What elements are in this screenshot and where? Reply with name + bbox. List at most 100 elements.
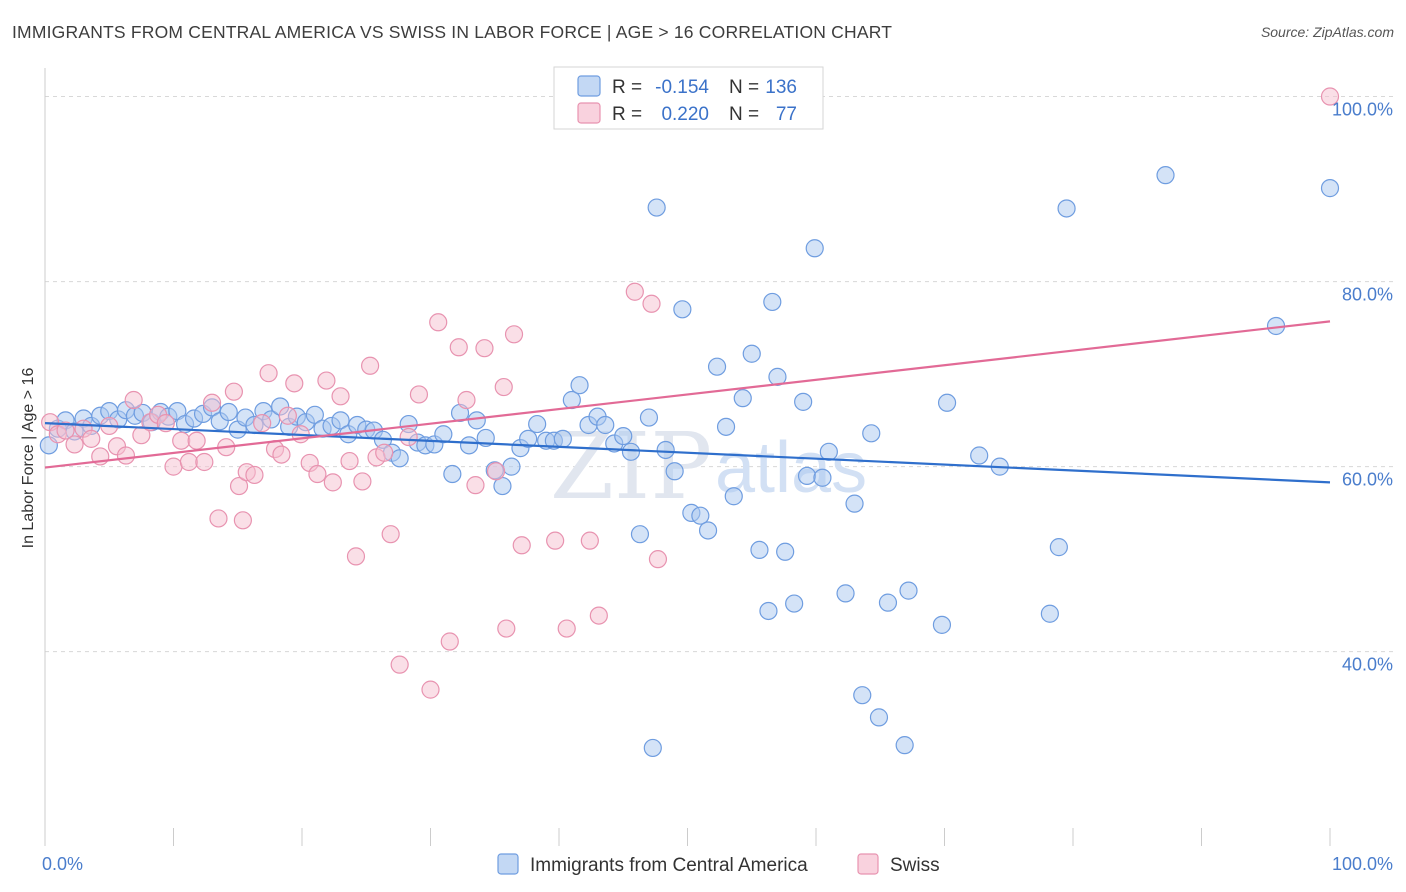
legend-n-value-1: 136 (765, 77, 797, 98)
y-tick-label-60: 60.0% (1342, 470, 1393, 490)
bottom-legend-label-central-america: Immigrants from Central America (530, 855, 808, 876)
central-america-point-67 (614, 426, 633, 446)
series-central-america-points (39, 166, 1340, 758)
series-swiss-points (41, 87, 1340, 699)
central-america-point-90 (794, 392, 813, 411)
central-america-point-108 (1049, 538, 1068, 557)
central-america-point-104 (937, 393, 957, 412)
swiss-point-51 (429, 313, 448, 332)
x-axis-ticks (44, 828, 1331, 846)
central-america-point-98 (862, 424, 881, 443)
swiss-point-31 (272, 445, 291, 464)
central-america-point-79 (707, 357, 727, 376)
central-america-point-70 (639, 408, 659, 427)
legend-n-label-2: N = (729, 104, 759, 125)
central-america-point-80 (716, 417, 736, 436)
swiss-point-25 (233, 511, 252, 530)
swiss-point-66 (625, 282, 644, 301)
y-tick-label-40: 40.0% (1342, 655, 1393, 675)
y-tick-label-100: 100.0% (1332, 100, 1393, 120)
central-america-point-84 (750, 540, 769, 560)
y-tick-label-80: 80.0% (1342, 285, 1393, 305)
central-america-point-60 (553, 429, 572, 448)
swiss-point-5 (82, 429, 101, 448)
central-america-point-69 (630, 525, 650, 544)
central-america-point-54 (502, 457, 521, 476)
legend-r-value-2: 0.220 (661, 104, 709, 125)
central-america-point-83 (742, 344, 761, 363)
swiss-point-45 (375, 443, 394, 462)
central-america-point-107 (1040, 604, 1059, 623)
swiss-point-62 (546, 531, 565, 550)
central-america-point-93 (813, 468, 832, 487)
central-america-point-34 (331, 411, 350, 430)
swiss-point-64 (580, 531, 599, 550)
swiss-point-68 (648, 550, 668, 569)
swiss-point-3 (65, 435, 84, 454)
swiss-point-56 (475, 339, 494, 358)
swiss-point-21 (209, 509, 228, 528)
swiss-point-28 (253, 414, 272, 433)
swiss-point-46 (381, 525, 400, 544)
swiss-point-2 (56, 421, 75, 440)
swiss-point-42 (353, 472, 372, 491)
swiss-point-60 (504, 325, 524, 344)
swiss-point-10 (124, 390, 143, 410)
bottom-legend-label-swiss: Swiss (890, 855, 940, 876)
stats-legend: R = -0.154 N = 136 R = 0.220 N = 77 (553, 66, 824, 130)
swiss-point-19 (195, 452, 214, 472)
swiss-point-32 (278, 406, 297, 425)
central-america-point-95 (836, 584, 855, 603)
legend-n-label-1: N = (729, 77, 759, 98)
central-america-point-73 (656, 440, 675, 460)
central-america-point-101 (895, 736, 914, 755)
swiss-point-61 (512, 536, 531, 555)
swiss-point-48 (399, 427, 418, 447)
chart-title: IMMIGRANTS FROM CENTRAL AMERICA VS SWISS… (12, 22, 893, 42)
central-america-point-31 (305, 405, 324, 424)
legend-r-label-2: R = (612, 104, 642, 125)
central-america-point-68 (621, 442, 641, 461)
central-america-point-110 (1156, 166, 1175, 185)
x-tick-label-min: 0.0% (42, 854, 83, 874)
central-america-point-21 (219, 402, 238, 422)
gridlines (45, 96, 1393, 653)
trend-line-central-america (44, 422, 1331, 484)
y-tick-labels: 40.0% 60.0% 80.0% 100.0% (1332, 100, 1393, 675)
swiss-point-36 (308, 464, 327, 484)
swiss-point-50 (421, 680, 440, 699)
swiss-point-67 (642, 294, 661, 313)
central-america-point-56 (519, 429, 538, 448)
swiss-point-41 (346, 547, 366, 566)
central-america-point-99 (869, 708, 889, 727)
central-america-point-88 (776, 542, 795, 561)
legend-r-label-1: R = (612, 77, 642, 98)
swiss-point-15 (164, 457, 183, 476)
central-america-point-87 (768, 367, 787, 386)
swiss-point-47 (390, 655, 409, 674)
swiss-point-39 (331, 387, 350, 406)
central-america-point-94 (819, 442, 838, 461)
central-america-point-65 (596, 415, 615, 435)
trend-lines (44, 320, 1331, 484)
central-america-point-92 (805, 239, 824, 258)
swiss-point-29 (259, 364, 278, 383)
central-america-point-109 (1057, 199, 1076, 218)
central-america-point-74 (665, 462, 684, 481)
swiss-point-57 (486, 462, 506, 481)
central-america-point-78 (698, 521, 718, 540)
swiss-point-18 (187, 431, 206, 450)
central-america-point-50 (467, 411, 486, 430)
central-america-point-96 (845, 494, 864, 513)
swiss-point-54 (457, 390, 476, 410)
central-america-point-103 (932, 615, 952, 634)
legend-n-value-2: 77 (776, 104, 797, 125)
swiss-point-63 (557, 619, 576, 638)
legend-swatch-blue (577, 75, 601, 97)
watermark-zip: ZIP (550, 413, 712, 520)
central-america-point-85 (759, 601, 778, 621)
swiss-point-65 (589, 606, 608, 625)
bottom-legend-swatch-blue (497, 853, 519, 875)
legend-swatch-pink (577, 102, 601, 124)
